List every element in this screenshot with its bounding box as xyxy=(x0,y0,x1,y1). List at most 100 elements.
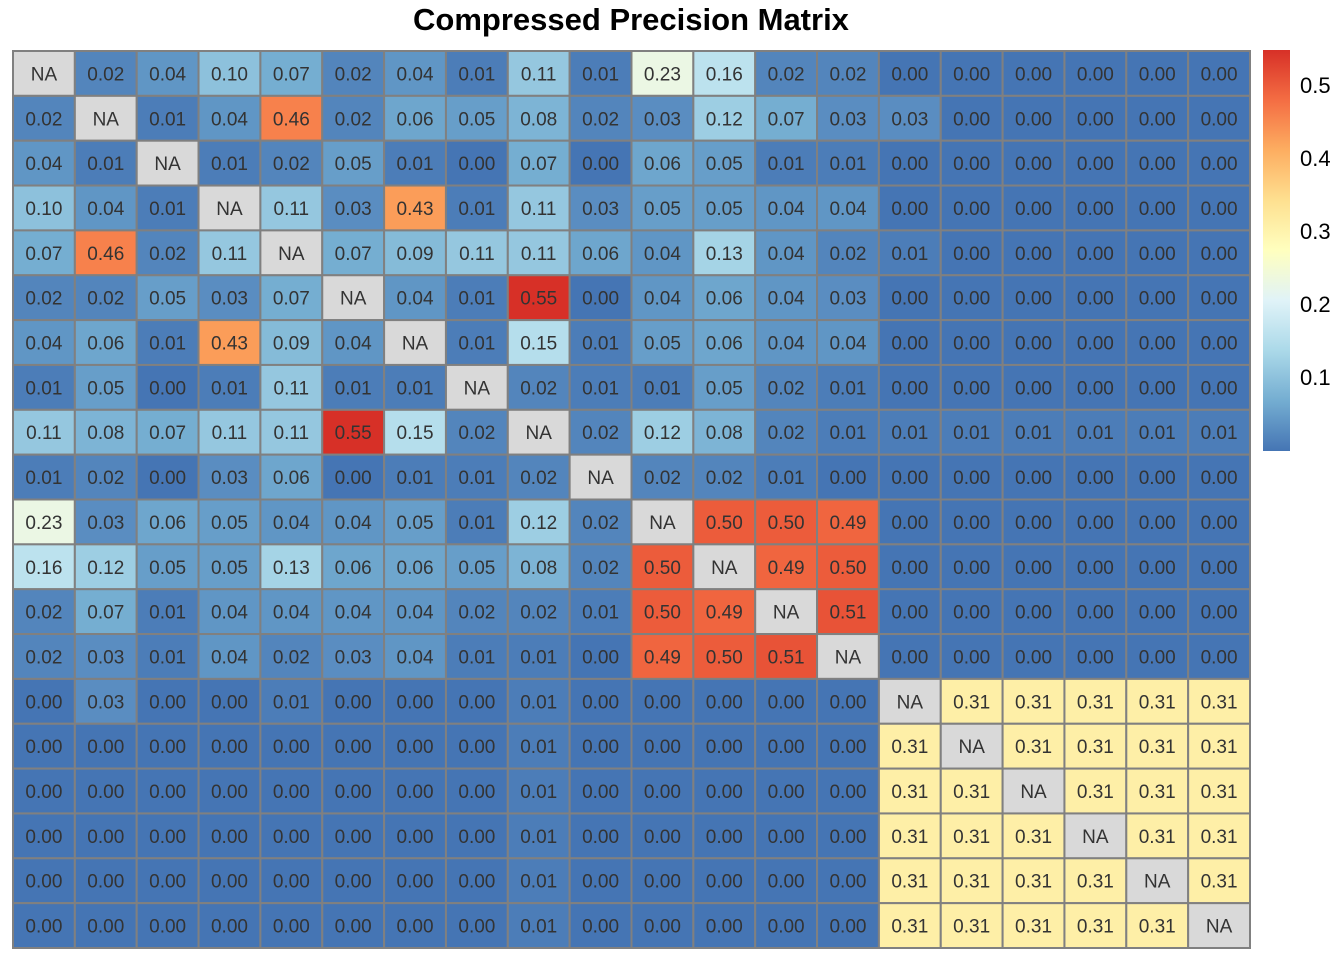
cell-value-label: 0.31 xyxy=(1139,782,1176,803)
heatmap-cell-r10-c10 xyxy=(568,453,633,501)
heatmap-cell-r10-c12 xyxy=(692,453,757,501)
heatmap: NA 0.02 0.04 0.10 0.07 0.02 0.04 0.01 0.11 0.01 0.… xyxy=(12,50,1252,950)
cell-value-label: 0.01 xyxy=(458,468,495,489)
cell-value-label: 0.00 xyxy=(458,154,495,175)
cell-value-label: 0.00 xyxy=(644,827,681,848)
cell-value-label: 0.00 xyxy=(1077,154,1114,175)
cell-value-label: 0.00 xyxy=(1015,199,1052,220)
heatmap-cell-r8-c9 xyxy=(506,363,571,411)
heatmap-cell-r17-c20 xyxy=(1187,767,1252,815)
cell-value-label: 0.03 xyxy=(829,289,866,310)
cell-value-label: 0.02 xyxy=(149,244,186,265)
cell-value-label: 0.12 xyxy=(644,423,681,444)
cell-value-label: 0.02 xyxy=(829,64,866,85)
cell-value-label: 0.02 xyxy=(87,289,124,310)
cell-value-label: 0.00 xyxy=(768,917,805,938)
cell-value-label: 0.01 xyxy=(829,423,866,444)
heatmap-cell-r1-c19 xyxy=(1125,50,1190,97)
cell-value-label: 0.00 xyxy=(273,782,310,803)
heatmap-cell-r2-c19 xyxy=(1125,94,1190,142)
heatmap-cell-r4-c2 xyxy=(73,184,138,232)
cell-value-label: 0.02 xyxy=(273,154,310,175)
heatmap-cell-r18-c9 xyxy=(506,812,571,860)
cell-value-label: 0.11 xyxy=(521,64,557,85)
heatmap-cell-r3-c9 xyxy=(506,139,571,187)
heatmap-cell-r5-c19 xyxy=(1125,229,1190,277)
cell-value-label: 0.50 xyxy=(644,603,681,624)
cell-value-label: NA xyxy=(402,334,429,355)
heatmap-cell-r8-c13 xyxy=(754,363,819,411)
cell-value-label: 0.11 xyxy=(274,423,310,444)
heatmap-cell-r15-c15 xyxy=(877,677,942,725)
heatmap-cell-r14-c15 xyxy=(877,633,942,680)
cell-value-label: 0.00 xyxy=(397,917,434,938)
cell-value-label: 0.07 xyxy=(520,154,557,175)
cell-value-label: 0.00 xyxy=(1201,647,1238,668)
cell-value-label: 0.00 xyxy=(1139,558,1176,579)
cell-value-label: 0.00 xyxy=(1139,289,1176,310)
cell-value-label: 0.50 xyxy=(644,558,681,579)
heatmap-cell-r11-c2 xyxy=(73,498,138,546)
heatmap-cell-r20-c13 xyxy=(754,902,819,950)
heatmap-cell-r6-c8 xyxy=(444,274,509,322)
heatmap-cell-r12-c14 xyxy=(816,543,880,591)
cell-value-label: 0.01 xyxy=(953,423,990,444)
heatmap-cell-r10-c5 xyxy=(259,453,324,501)
cell-value-label: 0.01 xyxy=(458,334,495,355)
cell-value-label: 0.02 xyxy=(458,423,495,444)
cell-value-label: 0.01 xyxy=(891,244,928,265)
heatmap-cell-r14-c3 xyxy=(135,633,200,680)
cell-value-label: 0.05 xyxy=(458,109,495,130)
cell-value-label: 0.00 xyxy=(706,782,743,803)
cell-value-label: 0.00 xyxy=(1077,603,1114,624)
cell-value-label: 0.02 xyxy=(768,423,805,444)
cell-value-label: 0.00 xyxy=(1077,109,1114,130)
cell-value-label: 0.00 xyxy=(458,737,495,758)
cell-value-label: 0.04 xyxy=(211,109,248,130)
cell-value-label: 0.00 xyxy=(1015,468,1052,489)
cell-value-label: 0.04 xyxy=(768,199,805,220)
cell-value-label: 0.11 xyxy=(274,199,310,220)
cell-value-label: 0.31 xyxy=(1015,917,1052,938)
heatmap-cell-r10-c13 xyxy=(754,453,819,501)
cell-value-label: 0.00 xyxy=(706,872,743,893)
heatmap-cell-r14-c4 xyxy=(197,633,262,680)
cell-value-label: 0.08 xyxy=(520,109,557,130)
cell-value-label: 0.01 xyxy=(520,917,557,938)
heatmap-cell-r13-c20 xyxy=(1187,588,1252,636)
heatmap-cell-r2-c1 xyxy=(12,94,76,142)
cell-value-label: 0.05 xyxy=(397,513,434,534)
cell-value-label: 0.00 xyxy=(1139,64,1176,85)
cell-value-label: 0.01 xyxy=(520,647,557,668)
heatmap-cell-r20-c16 xyxy=(939,902,1004,950)
heatmap-cell-r4-c5 xyxy=(259,184,324,232)
cell-value-label: 0.02 xyxy=(829,244,866,265)
cell-value-label: 0.00 xyxy=(829,782,866,803)
cell-value-label: 0.01 xyxy=(458,64,495,85)
cell-value-label: 0.07 xyxy=(273,64,310,85)
heatmap-cell-r1-c13 xyxy=(754,50,819,97)
cell-value-label: 0.00 xyxy=(273,872,310,893)
heatmap-cell-r13-c6 xyxy=(321,588,386,636)
cell-value-label: 0.46 xyxy=(273,109,310,130)
heatmap-cell-r18-c6 xyxy=(321,812,386,860)
cell-value-label: 0.00 xyxy=(211,872,248,893)
heatmap-cell-r8-c19 xyxy=(1125,363,1190,411)
heatmap-cell-r9-c14 xyxy=(816,408,880,456)
cell-value-label: 0.03 xyxy=(87,647,124,668)
cell-value-label: 0.00 xyxy=(335,692,372,713)
heatmap-cell-r9-c6 xyxy=(321,408,386,456)
cell-value-label: 0.00 xyxy=(87,827,124,848)
cell-value-label: 0.02 xyxy=(87,64,124,85)
cell-value-label: 0.31 xyxy=(1139,917,1176,938)
heatmap-cell-r12-c4 xyxy=(197,543,262,591)
heatmap-cell-r16-c8 xyxy=(444,722,509,770)
cell-value-label: 0.01 xyxy=(458,513,495,534)
cell-value-label: 0.00 xyxy=(582,917,619,938)
cell-value-label: 0.00 xyxy=(1015,109,1052,130)
cell-value-label: 0.00 xyxy=(953,199,990,220)
cell-value-label: 0.02 xyxy=(768,64,805,85)
cell-value-label: 0.00 xyxy=(1201,154,1238,175)
cell-value-label: 0.00 xyxy=(25,827,62,848)
heatmap-cell-r20-c2 xyxy=(73,902,138,950)
